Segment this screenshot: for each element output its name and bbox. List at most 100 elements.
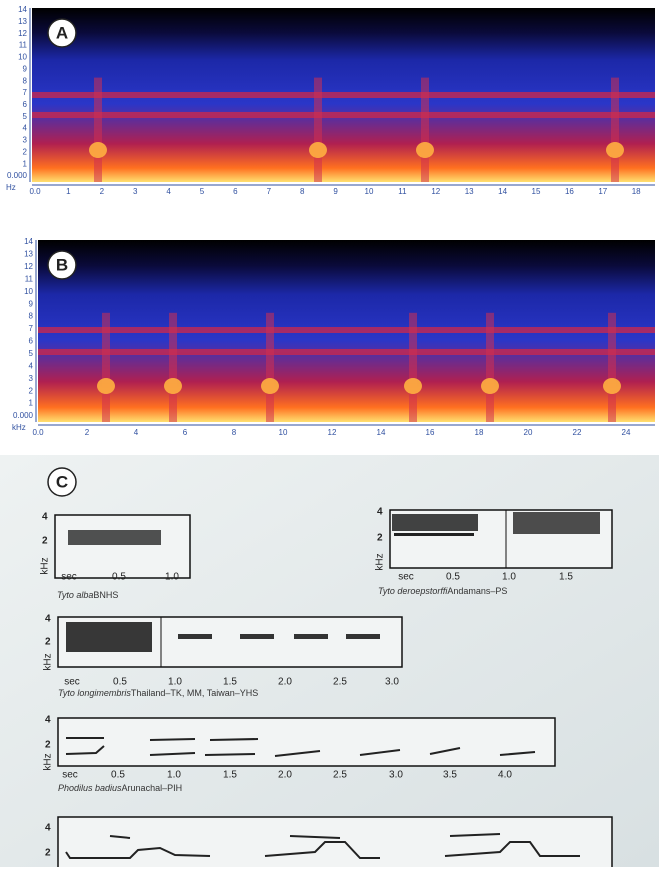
y-tick-label: 10 bbox=[24, 287, 33, 296]
call-trace bbox=[608, 312, 616, 422]
sonogram bbox=[389, 509, 613, 569]
caption: Tyto longimembrisThailand–TK, MM, Taiwan… bbox=[58, 688, 258, 698]
panel-badge bbox=[47, 467, 77, 497]
call-trace bbox=[266, 312, 274, 422]
y-tick-label: 2 bbox=[377, 533, 383, 544]
x-tick-label: 2 bbox=[100, 187, 105, 196]
sonogram bbox=[57, 616, 403, 668]
ink bbox=[66, 622, 152, 652]
call-trace bbox=[486, 312, 494, 422]
y-tick-label: 2 bbox=[23, 147, 28, 156]
x-tick-label: 16 bbox=[426, 428, 435, 437]
x-tick-label: 3.0 bbox=[389, 770, 403, 781]
call-blob bbox=[261, 378, 279, 394]
x-tick-label: 0.0 bbox=[32, 428, 44, 437]
y-tick-label: 6 bbox=[29, 337, 34, 346]
y-unit: kHz bbox=[40, 557, 51, 574]
y-tick-label: 2 bbox=[45, 637, 51, 648]
panel-label: A bbox=[56, 23, 68, 42]
y-tick-label: 1 bbox=[29, 399, 34, 408]
x-tick-label: 6 bbox=[183, 428, 188, 437]
x-tick-label: sec bbox=[62, 770, 78, 781]
sonogram bbox=[54, 514, 191, 579]
species-name: Tyto alba bbox=[57, 590, 93, 600]
caption-source: Andamans–PS bbox=[447, 586, 507, 596]
x-tick-label: 18 bbox=[632, 187, 641, 196]
y-tick-label: 10 bbox=[18, 53, 27, 62]
y-unit: kHz bbox=[43, 653, 54, 670]
call-blob bbox=[603, 378, 621, 394]
x-tick-label: 3 bbox=[133, 187, 138, 196]
sonogram-frame bbox=[54, 514, 191, 579]
y-tick-label: 12 bbox=[24, 262, 33, 271]
caption: Tyto albaBNHS bbox=[57, 590, 118, 600]
ink bbox=[178, 634, 212, 639]
caption-source: Arunachal–PIH bbox=[122, 783, 183, 793]
x-tick-label: 20 bbox=[524, 428, 533, 437]
y-tick-label: 5 bbox=[23, 112, 28, 121]
x-tick-label: 2.0 bbox=[278, 677, 292, 688]
x-tick-label: 8 bbox=[300, 187, 305, 196]
call-blob bbox=[89, 142, 107, 158]
x-tick-label: 22 bbox=[573, 428, 582, 437]
x-tick-label: 10 bbox=[365, 187, 374, 196]
x-tick-label: 0.0 bbox=[29, 187, 41, 196]
x-tick-label: 1.0 bbox=[167, 770, 181, 781]
call-blob bbox=[164, 378, 182, 394]
x-tick-label: 14 bbox=[377, 428, 386, 437]
y-tick-label: 14 bbox=[24, 237, 33, 246]
x-tick-label: 5 bbox=[200, 187, 205, 196]
x-tick-label: 6 bbox=[233, 187, 238, 196]
x-tick-label: 8 bbox=[232, 428, 237, 437]
x-tick-label: 2.0 bbox=[278, 770, 292, 781]
x-tick-label: 1.5 bbox=[223, 677, 237, 688]
y-tick-label: 7 bbox=[29, 324, 34, 333]
sonogram bbox=[57, 717, 556, 767]
species-name: Tyto longimembris bbox=[58, 688, 131, 698]
x-tick-label: 1.0 bbox=[165, 572, 179, 583]
y-tick-label: 0.000 bbox=[7, 171, 28, 180]
y-tick-label: 4 bbox=[29, 361, 34, 370]
call-trace bbox=[409, 312, 417, 422]
y-tick-label: 9 bbox=[23, 64, 28, 73]
x-tick-label: 2 bbox=[85, 428, 90, 437]
x-tick-label: 12 bbox=[431, 187, 440, 196]
x-tick-label: 7 bbox=[267, 187, 272, 196]
panel-badge bbox=[47, 18, 77, 48]
harmonic-band bbox=[32, 92, 655, 98]
call-blob bbox=[416, 142, 434, 158]
y-unit: Hz bbox=[6, 183, 16, 192]
x-tick-label: 17 bbox=[598, 187, 607, 196]
y-tick-label: 2 bbox=[45, 848, 51, 859]
y-tick-label: 4 bbox=[45, 823, 51, 834]
x-tick-label: 2.5 bbox=[333, 677, 347, 688]
harmonic-band bbox=[38, 349, 655, 355]
sonogram-frame bbox=[57, 717, 556, 767]
y-tick-label: 7 bbox=[23, 88, 28, 97]
x-tick-label: 24 bbox=[622, 428, 631, 437]
x-tick-label: 3.5 bbox=[443, 770, 457, 781]
ink bbox=[513, 512, 600, 534]
y-unit: kHz bbox=[12, 423, 26, 432]
call-trace bbox=[102, 312, 110, 422]
y-tick-label: 0.000 bbox=[13, 411, 34, 420]
y-tick-label: 3 bbox=[23, 136, 28, 145]
panel-badge bbox=[47, 250, 77, 280]
x-tick-label: 2.5 bbox=[333, 770, 347, 781]
caption-source: Thailand–TK, MM, Taiwan–YHS bbox=[131, 688, 258, 698]
caption-source: BNHS bbox=[93, 590, 118, 600]
call-blob bbox=[97, 378, 115, 394]
x-tick-label: 10 bbox=[279, 428, 288, 437]
x-tick-label: sec bbox=[61, 572, 77, 583]
y-tick-label: 2 bbox=[29, 386, 34, 395]
panel-label: C bbox=[56, 472, 68, 491]
y-tick-label: 12 bbox=[18, 29, 27, 38]
ink bbox=[346, 634, 380, 639]
panel-label: B bbox=[56, 255, 68, 274]
x-tick-label: 14 bbox=[498, 187, 507, 196]
y-tick-label: 4 bbox=[42, 512, 48, 523]
x-tick-label: 9 bbox=[333, 187, 338, 196]
call-blob bbox=[404, 378, 422, 394]
sonogram-frame bbox=[57, 816, 613, 872]
x-tick-label: 0.5 bbox=[446, 572, 460, 583]
